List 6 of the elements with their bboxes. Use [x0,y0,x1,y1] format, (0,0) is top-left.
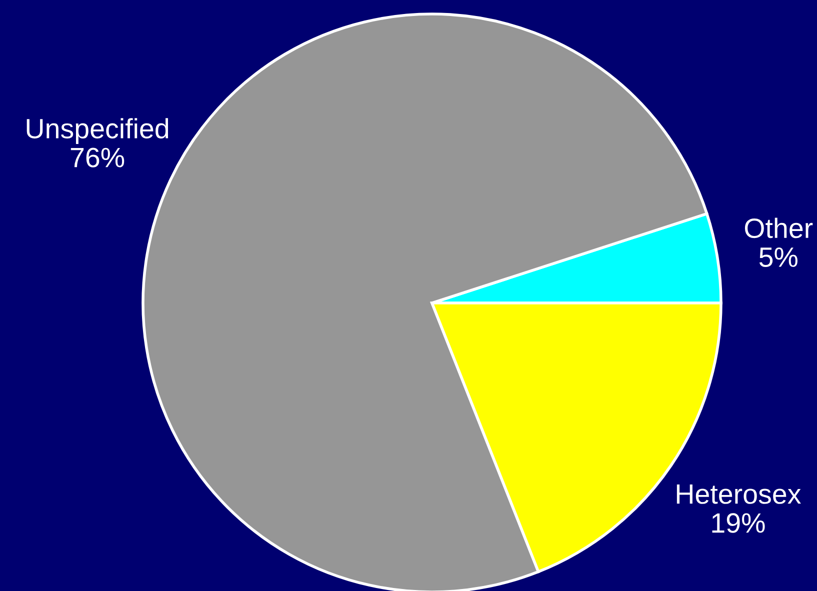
slice-label: Unspecified [26,118,168,144]
data-label: 19% [712,513,765,533]
data-label: 76% [70,148,124,168]
slice-label: Heterosex [676,484,801,504]
data-label: 5% [759,247,798,268]
slice-label: Other [744,218,813,238]
